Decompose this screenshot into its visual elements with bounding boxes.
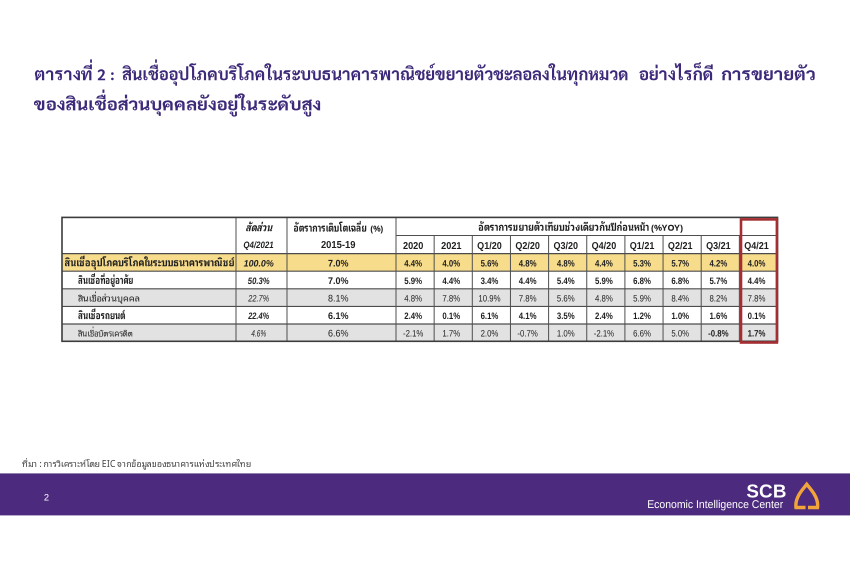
svg-text:5.6%: 5.6% xyxy=(481,258,499,268)
svg-text:7.8%: 7.8% xyxy=(748,294,766,304)
svg-text:1.7%: 1.7% xyxy=(442,329,460,339)
svg-text:7.8%: 7.8% xyxy=(442,294,460,304)
svg-text:1.2%: 1.2% xyxy=(633,311,651,321)
svg-text:4.8%: 4.8% xyxy=(595,294,613,304)
svg-text:5.0%: 5.0% xyxy=(671,329,689,339)
svg-text:-0.8%: -0.8% xyxy=(708,329,729,339)
svg-text:2015-19: 2015-19 xyxy=(321,240,356,251)
svg-text:6.8%: 6.8% xyxy=(633,276,651,286)
svg-text:Q4/20: Q4/20 xyxy=(592,241,617,252)
svg-text:Q4/21: Q4/21 xyxy=(744,241,769,252)
svg-text:2.4%: 2.4% xyxy=(595,311,613,321)
svg-text:6.1%: 6.1% xyxy=(481,311,499,321)
svg-text:5.3%: 5.3% xyxy=(633,258,651,268)
svg-text:8.2%: 8.2% xyxy=(709,294,727,304)
svg-text:5.9%: 5.9% xyxy=(595,276,613,286)
svg-text:100.0%: 100.0% xyxy=(244,258,274,268)
svg-text:Q4/2021: Q4/2021 xyxy=(243,240,273,250)
svg-text:4.2%: 4.2% xyxy=(709,258,727,268)
svg-text:4.4%: 4.4% xyxy=(404,258,422,268)
svg-text:10.9%: 10.9% xyxy=(478,294,500,304)
svg-text:2.4%: 2.4% xyxy=(404,311,422,321)
svg-text:6.6%: 6.6% xyxy=(328,329,349,340)
svg-text:0.1%: 0.1% xyxy=(748,311,766,321)
svg-text:1.0%: 1.0% xyxy=(671,311,689,321)
svg-text:50.3%: 50.3% xyxy=(248,276,270,286)
svg-text:2: 2 xyxy=(44,492,49,502)
svg-text:-0.7%: -0.7% xyxy=(517,329,537,339)
svg-text:4.1%: 4.1% xyxy=(519,311,537,321)
svg-text:6.1%: 6.1% xyxy=(328,311,349,322)
svg-text:22.4%: 22.4% xyxy=(247,311,269,321)
svg-text:1.7%: 1.7% xyxy=(748,329,766,339)
svg-text:4.0%: 4.0% xyxy=(748,258,766,268)
svg-text:Q3/21: Q3/21 xyxy=(706,241,731,252)
svg-text:Q1/21: Q1/21 xyxy=(630,241,655,252)
svg-text:2.0%: 2.0% xyxy=(481,329,499,339)
svg-text:3.5%: 3.5% xyxy=(557,311,575,321)
svg-text:4.4%: 4.4% xyxy=(442,276,460,286)
svg-text:5.9%: 5.9% xyxy=(633,294,651,304)
svg-text:0.1%: 0.1% xyxy=(442,311,460,321)
svg-text:Q3/20: Q3/20 xyxy=(553,241,578,252)
svg-text:5.7%: 5.7% xyxy=(671,258,689,268)
svg-text:5.9%: 5.9% xyxy=(404,276,422,286)
svg-text:5.7%: 5.7% xyxy=(709,276,727,286)
svg-text:4.8%: 4.8% xyxy=(519,258,537,268)
svg-text:-2.1%: -2.1% xyxy=(403,329,423,339)
svg-text:4.8%: 4.8% xyxy=(557,258,575,268)
svg-text:6.8%: 6.8% xyxy=(671,276,689,286)
svg-text:4.0%: 4.0% xyxy=(442,258,460,268)
svg-text:1.0%: 1.0% xyxy=(557,329,575,339)
svg-text:22.7%: 22.7% xyxy=(247,294,269,304)
svg-text:-2.1%: -2.1% xyxy=(594,329,614,339)
svg-text:2021: 2021 xyxy=(441,241,462,252)
svg-text:5.6%: 5.6% xyxy=(557,294,575,304)
svg-text:Q2/20: Q2/20 xyxy=(515,241,540,252)
svg-text:4.8%: 4.8% xyxy=(404,294,422,304)
svg-text:Q1/20: Q1/20 xyxy=(477,241,502,252)
svg-text:Q2/21: Q2/21 xyxy=(668,241,693,252)
svg-text:7.0%: 7.0% xyxy=(328,258,349,269)
svg-text:7.8%: 7.8% xyxy=(519,294,537,304)
svg-text:SCB: SCB xyxy=(746,480,786,501)
svg-text:8.4%: 8.4% xyxy=(671,294,689,304)
svg-text:Economic Intelligence Center: Economic Intelligence Center xyxy=(647,499,783,511)
svg-text:2020: 2020 xyxy=(403,241,424,252)
svg-text:4.6%: 4.6% xyxy=(251,329,266,339)
svg-text:7.0%: 7.0% xyxy=(328,276,349,287)
svg-text:5.4%: 5.4% xyxy=(557,276,575,286)
svg-text:6.6%: 6.6% xyxy=(633,329,651,339)
svg-text:4.4%: 4.4% xyxy=(519,276,537,286)
svg-text:4.4%: 4.4% xyxy=(748,276,766,286)
svg-text:4.4%: 4.4% xyxy=(595,258,613,268)
svg-text:8.1%: 8.1% xyxy=(328,294,349,305)
svg-text:3.4%: 3.4% xyxy=(481,276,499,286)
svg-text:1.6%: 1.6% xyxy=(709,311,727,321)
